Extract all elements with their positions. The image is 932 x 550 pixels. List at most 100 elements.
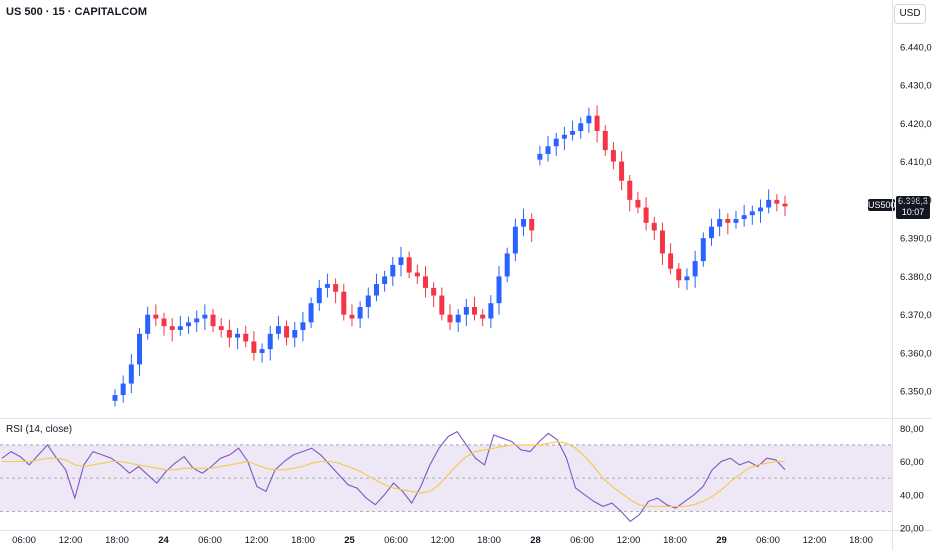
candle-body (333, 284, 339, 292)
candle-body (324, 284, 330, 288)
candle-body (635, 199, 641, 208)
price-axis-tick: 6.430,0 (900, 81, 932, 92)
candle-body (708, 226, 714, 239)
candle-body (218, 326, 224, 330)
candle-body (365, 295, 371, 308)
candle-body (586, 115, 592, 124)
candle-body (422, 276, 428, 288)
time-axis-tick: 18:00 (291, 535, 315, 546)
candle-body (643, 207, 649, 223)
candle-body (594, 115, 600, 131)
candle-body (284, 326, 290, 338)
candle-body (627, 180, 633, 200)
candle-body (782, 203, 788, 207)
time-axis-tick: 28 (530, 535, 541, 546)
candle-body (316, 287, 322, 304)
candle-body (259, 349, 265, 353)
candle-body (488, 303, 494, 319)
candle-body (741, 215, 747, 219)
candle-body (561, 134, 567, 139)
rsi-axis-tick: 20,00 (900, 524, 924, 535)
rsi-label: RSI (14, close) (6, 424, 73, 435)
time-axis-tick: 12:00 (245, 535, 269, 546)
candle-body (766, 199, 772, 208)
candle-body (398, 257, 404, 265)
candle-body (521, 219, 527, 227)
candle-body (659, 230, 665, 254)
price-axis-tick: 6.400,0 (900, 195, 932, 206)
candle-body (570, 130, 576, 135)
price-axis-tick: 6.360,0 (900, 348, 932, 359)
candle-body (202, 314, 208, 319)
time-axis-tick: 18:00 (105, 535, 129, 546)
candle-body (243, 333, 249, 342)
candle-body (275, 326, 281, 334)
candle-body (235, 333, 241, 338)
candle-body (512, 226, 518, 254)
candle-body (529, 219, 535, 231)
candle-body (431, 287, 437, 296)
candle-body (308, 303, 314, 323)
candle-body (226, 329, 232, 338)
time-axis-tick: 06:00 (12, 535, 36, 546)
candle-body (602, 130, 608, 151)
price-axis-tick: 6.390,0 (900, 234, 932, 245)
price-axis-tick: 6.410,0 (900, 157, 932, 168)
candle-body (619, 161, 625, 181)
candle-body (480, 314, 486, 319)
candle-body (406, 257, 412, 273)
candle-body (749, 211, 755, 216)
candle-body (537, 153, 543, 160)
candle-body (700, 238, 706, 262)
rsi-axis-tick: 80,00 (900, 424, 924, 435)
candle-body (112, 395, 118, 401)
price-axis-tick: 6.350,0 (900, 387, 932, 398)
candle-body (692, 261, 698, 277)
candle-body (553, 138, 559, 147)
candle-body (651, 222, 657, 231)
candle-body (455, 314, 461, 323)
candle-body (578, 123, 584, 131)
candle-body (463, 307, 469, 315)
last-price-symbol: US500 (868, 199, 896, 211)
candle-body (472, 307, 478, 315)
candle-body (676, 268, 682, 281)
candle-body (137, 333, 143, 365)
candle-body (610, 150, 616, 162)
candle-body (545, 146, 551, 154)
time-axis-tick: 12:00 (617, 535, 641, 546)
time-axis-tick: 29 (716, 535, 727, 546)
candle-body (447, 314, 453, 323)
time-axis-tick: 18:00 (663, 535, 687, 546)
last-price-value: 6.398,3 (897, 196, 929, 206)
time-axis-tick: 06:00 (198, 535, 222, 546)
candle-body (774, 199, 780, 204)
rsi-axis-tick: 60,00 (900, 457, 924, 468)
candle-body (251, 341, 257, 353)
candle-body (194, 318, 200, 323)
candle-body (668, 253, 674, 269)
candle-body (382, 276, 388, 285)
candle-body (349, 314, 355, 319)
candle-body (210, 314, 216, 327)
candle-body (169, 326, 175, 330)
candle-body (341, 291, 347, 315)
candle-body (390, 264, 396, 277)
candle-body (504, 253, 510, 277)
time-axis-tick: 18:00 (477, 535, 501, 546)
candle-body (733, 219, 739, 223)
candle-body (725, 219, 731, 223)
currency-button[interactable]: USD (894, 4, 926, 24)
time-axis-tick: 24 (158, 535, 169, 546)
price-axis-tick: 6.440,0 (900, 42, 932, 53)
time-axis-tick: 12:00 (803, 535, 827, 546)
price-axis-tick: 6.380,0 (900, 272, 932, 283)
candle-body (357, 307, 363, 319)
candle-body (292, 329, 298, 338)
candle-body (153, 314, 159, 319)
time-axis-tick: 06:00 (570, 535, 594, 546)
time-axis-tick: 12:00 (431, 535, 455, 546)
time-axis-tick: 06:00 (756, 535, 780, 546)
time-axis-tick: 06:00 (384, 535, 408, 546)
